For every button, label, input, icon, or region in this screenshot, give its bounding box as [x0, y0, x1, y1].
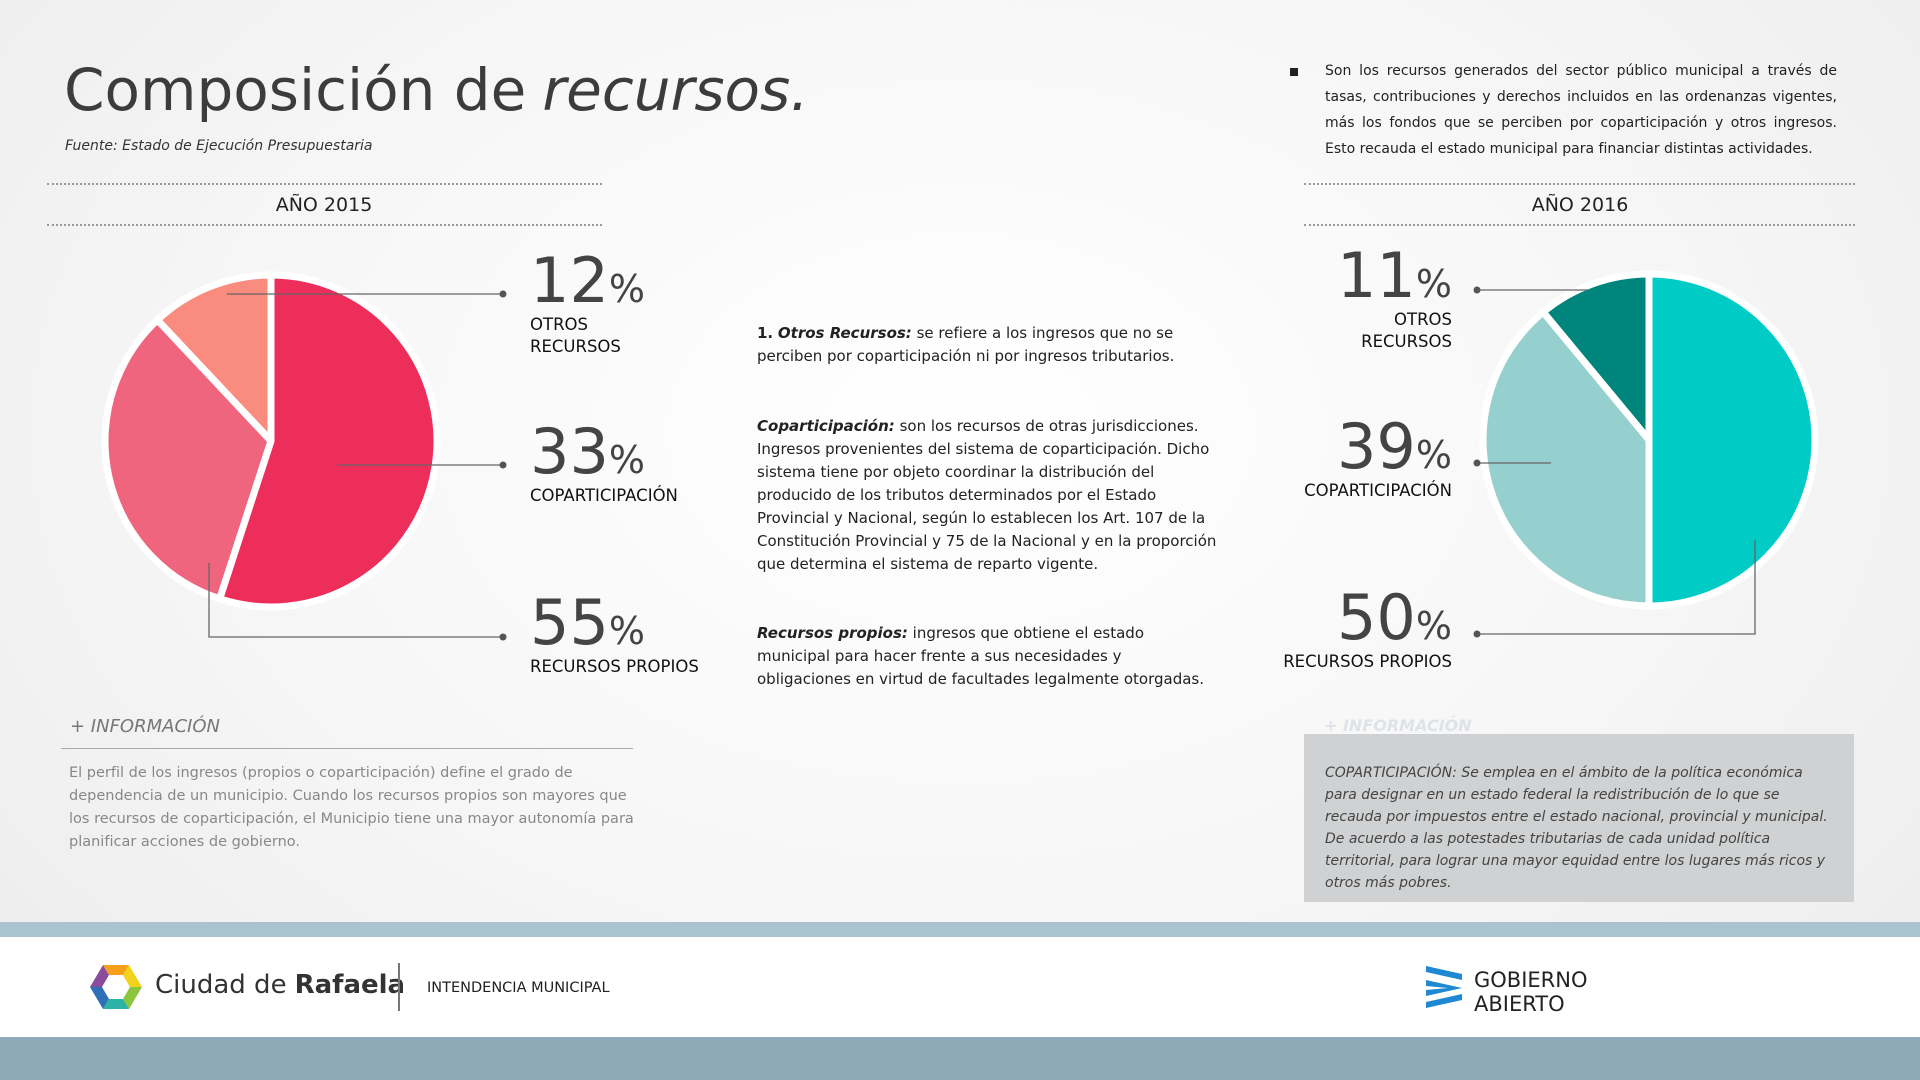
category-label: COPARTICIPACIÓN — [1304, 481, 1452, 500]
leader-dot — [1473, 459, 1481, 467]
info-heading: + INFORMACIÓN — [1324, 716, 1472, 735]
value-label: 39% — [1337, 416, 1452, 478]
pie-slice — [1645, 270, 1819, 610]
info-rule — [61, 748, 633, 749]
year-heading: AÑO 2016 — [1531, 194, 1629, 216]
source: Fuente: Estado de Ejecución Presupuestar… — [65, 138, 373, 154]
note: Recursos propios: ingresos que obtiene e… — [757, 622, 1217, 691]
leader-line — [1477, 540, 1756, 635]
description: Son los recursos generados del sector pú… — [1325, 63, 1837, 157]
city-name: Rafaela — [294, 970, 406, 1000]
brand: GOBIERNO ABIERTO — [1474, 968, 1588, 1016]
leader-dot — [499, 633, 507, 641]
value-label-part: 55 — [530, 586, 609, 659]
value-label-part: % — [1415, 433, 1452, 477]
logo-text: Ciudad de Rafaela — [155, 970, 405, 1000]
pie-slice — [101, 316, 275, 603]
note-number: 1. — [757, 324, 774, 342]
pie-slice — [153, 271, 275, 445]
leader-line — [208, 563, 503, 638]
dotted-rule — [47, 224, 602, 226]
office: INTENDENCIA MUNICIPAL — [427, 980, 610, 996]
note-text: ingresos que obtiene el estado municipal… — [757, 624, 1205, 688]
footer-band — [0, 1037, 1920, 1080]
leader-dot — [499, 461, 507, 469]
divider — [398, 963, 400, 1011]
value-label: 33% — [530, 421, 645, 483]
info-box — [1304, 734, 1854, 902]
category-label: RECURSOS PROPIOS — [530, 657, 699, 676]
value-label-part: % — [1415, 604, 1452, 648]
pie-slice — [1539, 270, 1653, 444]
note: 1. Otros Recursos: se refiere a los ingr… — [757, 322, 1217, 368]
value-label: 55% — [530, 592, 645, 654]
info-heading: + INFORMACIÓN — [70, 716, 220, 737]
city-logo — [90, 965, 142, 1009]
value-label: 11% — [1337, 245, 1452, 307]
value-label-part: % — [608, 609, 646, 653]
brand-line: GOBIERNO — [1474, 968, 1588, 992]
note-term: Recursos propios: — [757, 624, 908, 642]
value-label: 50% — [1337, 587, 1452, 649]
value-label-part: 50 — [1336, 581, 1416, 654]
category-label: RECURSOS PROPIOS — [1283, 652, 1452, 671]
page-title: Composición de recursos. — [64, 56, 809, 124]
value-label-part: % — [1415, 262, 1452, 306]
value-label-part: % — [608, 438, 646, 482]
dotted-rule — [1304, 183, 1855, 185]
category-label: OTROS RECURSOS — [530, 315, 621, 356]
bullet — [1290, 68, 1298, 76]
footer-band — [0, 922, 1920, 937]
city-prefix: Ciudad de — [155, 970, 287, 1000]
leader-dot — [499, 290, 507, 298]
value-label-part: % — [608, 267, 646, 311]
dotted-rule — [47, 183, 602, 185]
info-text: El perfil de los ingresos (propios o cop… — [69, 765, 634, 850]
pie-slice — [1479, 308, 1653, 610]
note: Coparticipación: son los recursos de otr… — [757, 415, 1217, 576]
brand-line: ABIERTO — [1474, 992, 1565, 1016]
footer — [0, 937, 1920, 1037]
brand-chevron — [1426, 980, 1462, 996]
note-text: se refiere a los ingresos que no se perc… — [757, 324, 1175, 365]
value-label-part: 11 — [1336, 239, 1416, 312]
leader-dot — [1473, 286, 1481, 294]
logo-center — [102, 975, 130, 999]
note-term: Coparticipación: — [757, 417, 895, 435]
title-text: Composición de — [64, 56, 527, 124]
brand-icon — [1426, 966, 1462, 1008]
leader-dot — [1473, 630, 1481, 638]
category-label: OTROS RECURSOS — [1361, 310, 1452, 351]
brand-chevron — [1426, 966, 1462, 980]
year-heading: AÑO 2015 — [275, 194, 373, 216]
value-label: 12% — [530, 250, 645, 312]
value-label-part: 12 — [530, 244, 609, 317]
note-term: Otros Recursos: — [777, 324, 912, 342]
value-label-part: 39 — [1336, 410, 1416, 483]
title-emphasis: recursos. — [542, 56, 809, 124]
category-label: COPARTICIPACIÓN — [530, 486, 678, 505]
brand-chevron — [1426, 994, 1462, 1008]
dotted-rule — [1304, 224, 1855, 226]
note-text: son los recursos de otras jurisdicciones… — [757, 417, 1217, 573]
info-text: COPARTICIPACIÓN: Se emplea en el ámbito … — [1325, 765, 1828, 891]
value-label-part: 33 — [530, 415, 609, 488]
